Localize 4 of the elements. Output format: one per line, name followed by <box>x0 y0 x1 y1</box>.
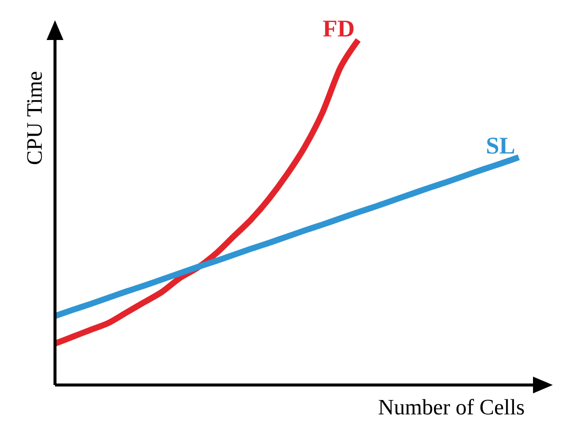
y-axis-title: CPU Time <box>27 72 42 164</box>
series-label: FD <box>323 20 354 36</box>
x-axis-title: Number of Cells <box>378 398 524 415</box>
series-label: SL <box>487 138 514 154</box>
